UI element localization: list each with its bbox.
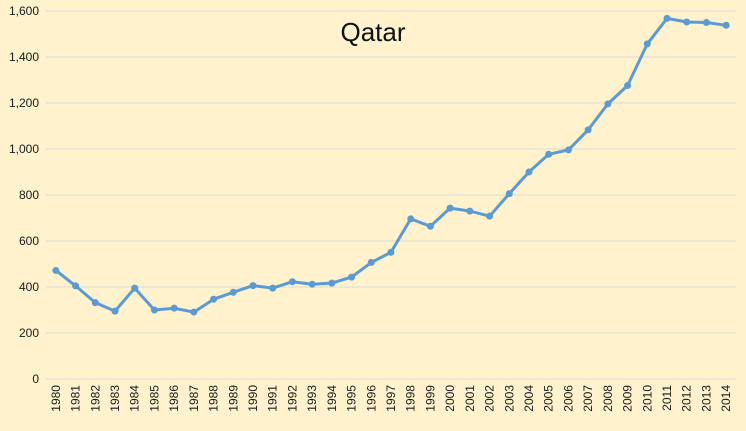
- data-point: [702, 19, 710, 26]
- x-tick-label: 1992: [285, 385, 299, 412]
- x-tick-label: 2005: [542, 385, 556, 412]
- x-tick-label: 1999: [423, 385, 437, 412]
- data-point: [486, 212, 494, 220]
- x-tick-label: 2009: [621, 385, 635, 412]
- x-tick-label: 1988: [207, 385, 221, 412]
- y-tick-label: 1,000: [9, 142, 39, 156]
- x-tick-label: 2013: [699, 385, 713, 412]
- x-tick-label: 1982: [88, 385, 102, 412]
- x-tick-label: 2004: [522, 385, 536, 412]
- x-tick-label: 2014: [719, 385, 733, 412]
- data-point: [269, 284, 277, 292]
- x-tick-label: 2012: [680, 385, 694, 412]
- data-point: [52, 266, 60, 274]
- data-point: [407, 215, 415, 223]
- data-point: [624, 82, 632, 90]
- gridlines: [46, 10, 736, 380]
- data-point: [525, 168, 533, 176]
- x-tick-label: 2003: [502, 385, 516, 412]
- x-tick-label: 1996: [364, 385, 378, 412]
- data-point: [131, 284, 139, 292]
- x-tick-label: 1983: [108, 385, 122, 412]
- x-tick-label: 1991: [266, 385, 280, 412]
- chart-title: Qatar: [340, 17, 405, 47]
- x-tick-label: 1981: [69, 385, 83, 412]
- x-tick-label: 1998: [404, 385, 418, 412]
- x-tick-label: 2007: [581, 385, 595, 412]
- data-point: [604, 100, 612, 108]
- data-point: [111, 307, 119, 315]
- data-point: [72, 282, 80, 290]
- y-tick-label: 1,600: [9, 4, 39, 18]
- data-point: [190, 308, 198, 316]
- x-tick-label: 2006: [561, 385, 575, 412]
- data-point: [288, 278, 296, 286]
- data-point: [564, 146, 572, 154]
- data-point: [308, 280, 316, 288]
- y-tick-label: 1,200: [9, 96, 39, 110]
- x-tick-label: 1985: [147, 385, 161, 412]
- data-point: [210, 295, 218, 303]
- data-point: [683, 18, 691, 26]
- data-point: [170, 304, 178, 312]
- x-tick-label: 1995: [345, 385, 359, 412]
- data-point: [387, 248, 395, 256]
- x-tick-label: 1987: [187, 385, 201, 412]
- data-point: [466, 207, 474, 215]
- data-point: [249, 282, 257, 290]
- data-point: [663, 14, 671, 22]
- x-tick-label: 2002: [483, 385, 497, 412]
- y-tick-label: 400: [19, 280, 39, 294]
- x-tick-label: 1990: [246, 385, 260, 412]
- y-tick-label: 200: [19, 326, 39, 340]
- x-tick-label: 2008: [601, 385, 615, 412]
- x-tick-label: 1993: [305, 385, 319, 412]
- x-tick-label: 2001: [463, 385, 477, 412]
- data-point: [545, 150, 553, 158]
- data-point: [367, 258, 375, 266]
- data-point: [229, 288, 237, 296]
- data-point: [643, 40, 651, 48]
- data-point: [426, 222, 434, 230]
- y-axis-tick-labels: 0 200 400 600 800 1,000 1,200 1,400 1,600: [9, 4, 39, 386]
- data-point: [91, 299, 99, 307]
- x-tick-label: 1994: [325, 385, 339, 412]
- data-point: [446, 204, 454, 212]
- data-point: [348, 273, 356, 281]
- x-tick-label: 1989: [226, 385, 240, 412]
- data-point: [328, 279, 336, 287]
- data-point: [584, 126, 592, 134]
- data-series: [52, 14, 730, 316]
- y-tick-label: 0: [32, 372, 39, 386]
- x-tick-label: 2010: [640, 385, 654, 412]
- y-tick-label: 600: [19, 234, 39, 248]
- y-tick-label: 1,400: [9, 50, 39, 64]
- data-point: [505, 190, 513, 198]
- x-tick-label: 1997: [384, 385, 398, 412]
- x-axis-tick-labels: 1980 1981 1982 1983 1984 1985 1986 1987 1988 1989…: [49, 385, 733, 412]
- data-point: [722, 21, 730, 29]
- x-tick-label: 1984: [128, 385, 142, 412]
- x-tick-label: 2011: [660, 385, 674, 411]
- series-line: [54, 16, 728, 314]
- x-tick-label: 2000: [443, 385, 457, 412]
- data-point: [150, 306, 158, 314]
- y-tick-label: 800: [19, 188, 39, 202]
- x-tick-label: 1986: [167, 385, 181, 412]
- x-tick-label: 1980: [49, 385, 63, 412]
